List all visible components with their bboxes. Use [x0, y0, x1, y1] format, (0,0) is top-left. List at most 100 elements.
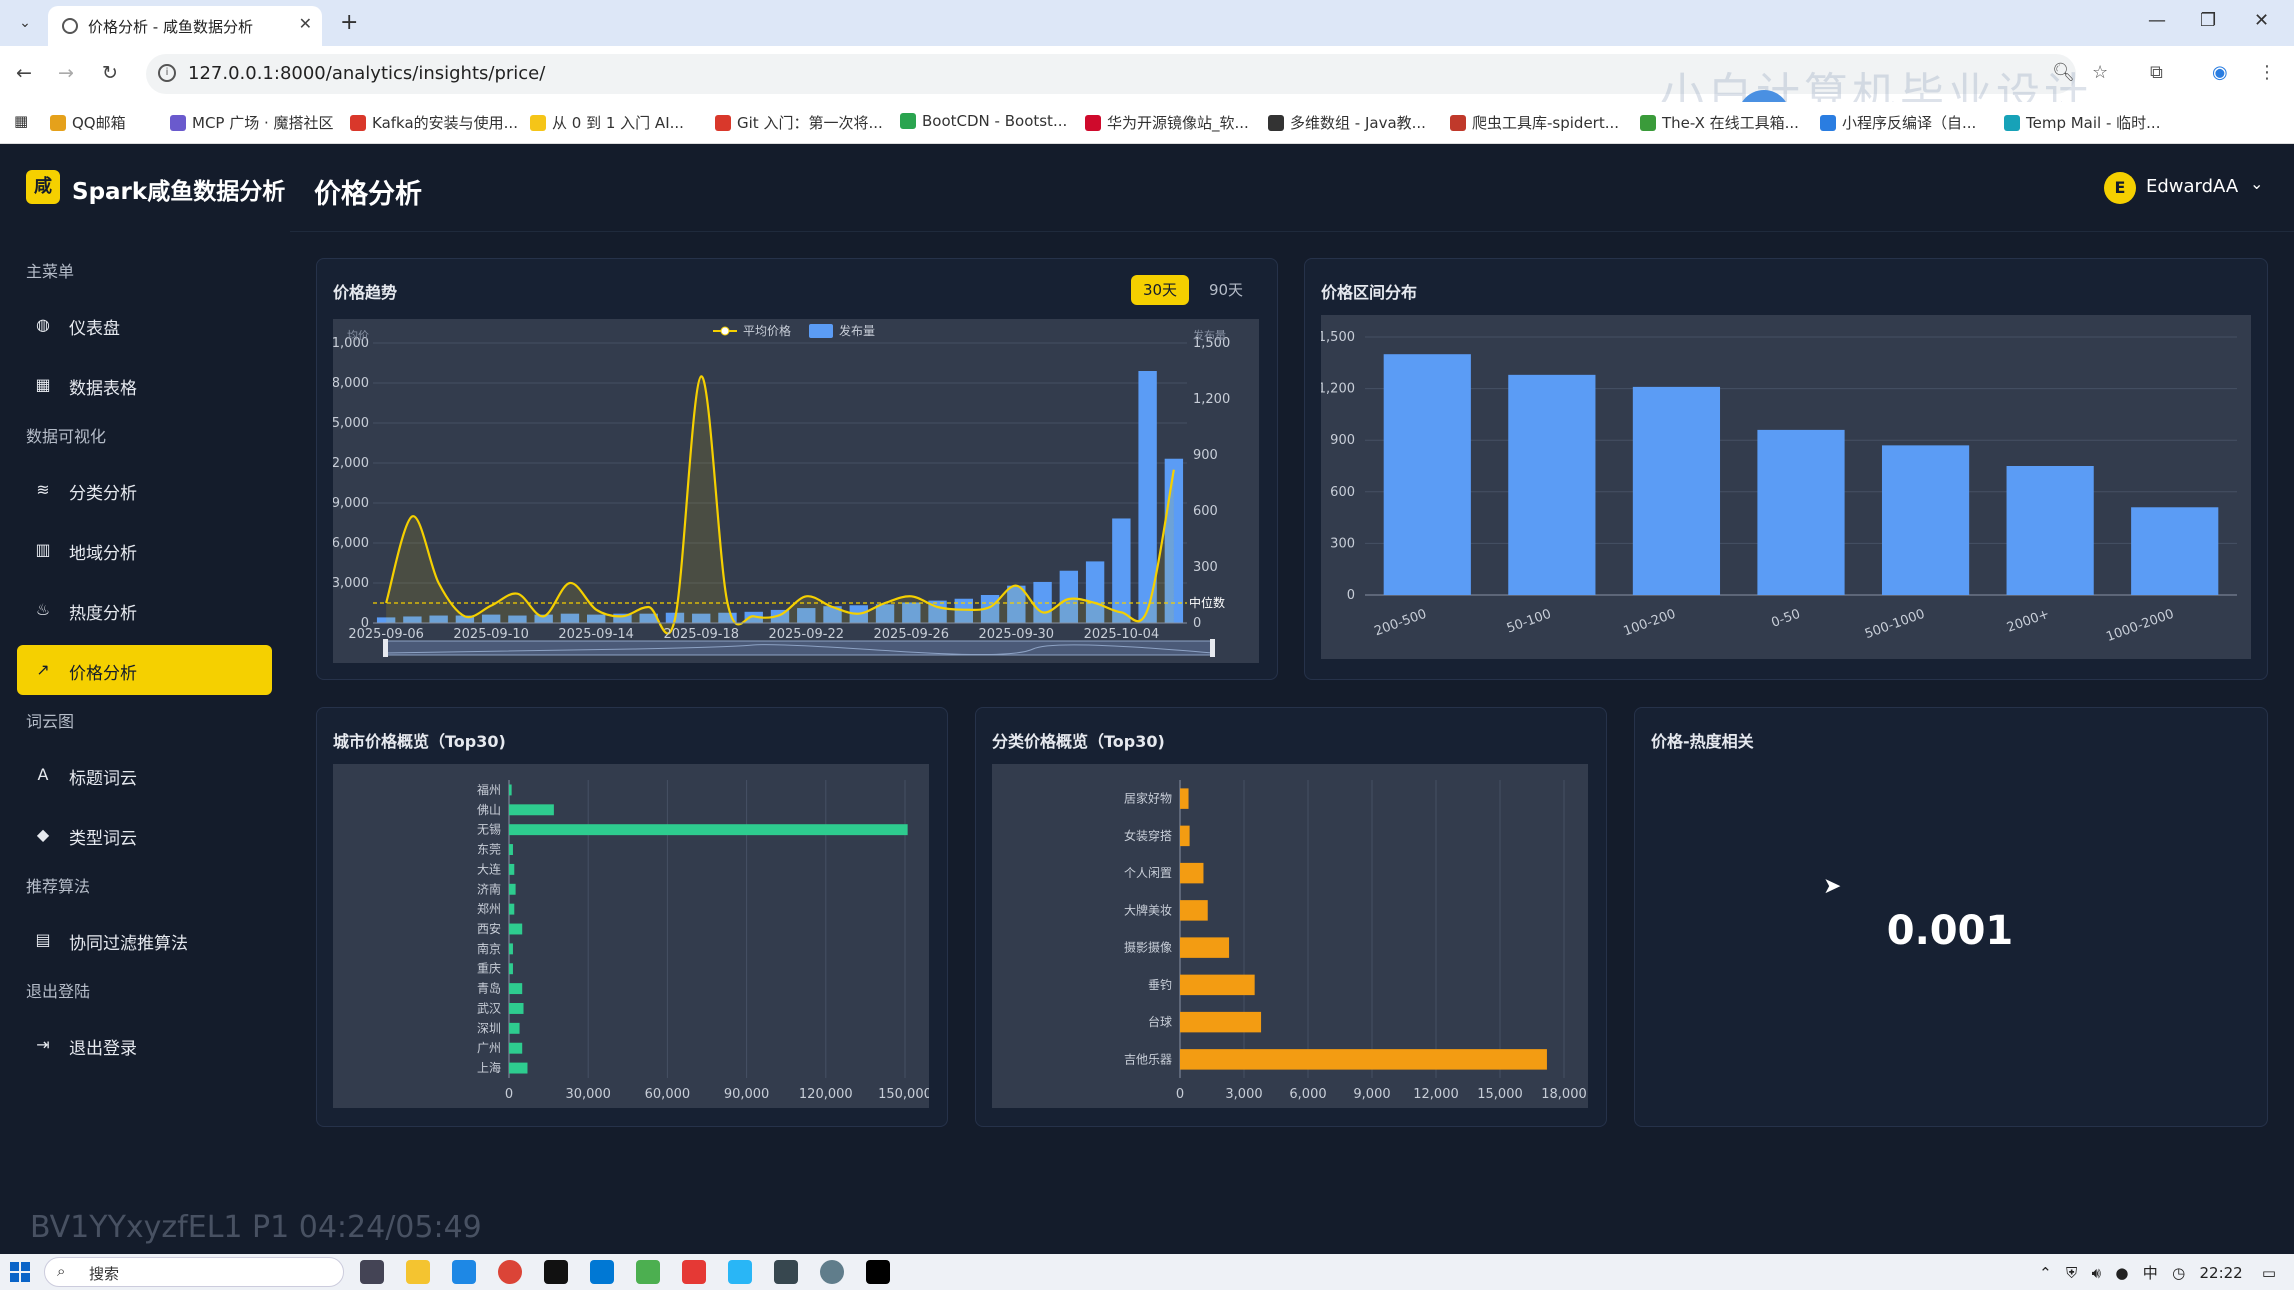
notification-icon[interactable]: ▭	[2261, 1264, 2276, 1282]
sidebar-item[interactable]: ▥ 地域分析	[17, 525, 272, 575]
task-view-icon[interactable]	[360, 1260, 384, 1284]
browser-chrome: ⌄ 价格分析 - 咸鱼数据分析 ✕ + — ❐ ✕ ← → ↻ i 127.0.…	[0, 0, 2294, 144]
avatar[interactable]: E	[2104, 172, 2136, 204]
category-price-card: 分类价格概览（Top30) 0 3,000 6,000 9,000 12,000 15,0…	[975, 707, 1607, 1127]
taskbar-search[interactable]: ⌕ 搜索	[44, 1257, 344, 1287]
table-icon: ▦	[35, 375, 51, 394]
x-tick-label: 2025-09-06	[348, 627, 424, 642]
x-tick-label: 3,000	[1225, 1087, 1262, 1102]
legend: 平均价格 发布量	[713, 323, 875, 338]
reload-icon[interactable]: ↻	[102, 62, 118, 84]
apps-icon[interactable]: ▦	[14, 112, 29, 130]
tab-list-button[interactable]: ⌄	[19, 15, 31, 31]
category-bar	[509, 863, 515, 875]
bookmark-favicon-icon	[350, 115, 366, 131]
category-bar	[1180, 1011, 1262, 1033]
bookmark-item[interactable]: Git 入门：第一次将...	[715, 112, 883, 133]
sidebar-item-label: 仪表盘	[69, 319, 120, 339]
ime-indicator[interactable]: 中	[2142, 1264, 2158, 1282]
bookmark-item[interactable]: 多维数组 - Java教...	[1268, 112, 1426, 133]
volume-icon[interactable]: 🔊︎	[2091, 1264, 2102, 1282]
edge-icon[interactable]	[452, 1260, 476, 1284]
browser-tab[interactable]: 价格分析 - 咸鱼数据分析 ✕	[48, 6, 322, 46]
sidebar-item[interactable]: ⇥ 退出登录	[17, 1020, 272, 1070]
bookmark-favicon-icon	[1085, 115, 1101, 131]
bookmark-favicon-icon	[50, 115, 66, 131]
chevron-up-icon[interactable]: ⌃	[2039, 1264, 2052, 1282]
bookmark-item[interactable]: BootCDN - Bootst...	[900, 112, 1067, 130]
clock-time[interactable]: 22:22	[2199, 1264, 2243, 1282]
extensions-icon[interactable]: ⧉	[2150, 62, 2163, 83]
app-icon[interactable]	[866, 1260, 890, 1284]
star-icon[interactable]: ☆	[2092, 62, 2109, 83]
volume-bar	[692, 613, 711, 623]
volume-bar	[1085, 561, 1105, 623]
price-trend-card: 价格趋势 30天 90天 0 3,000 6,000 9,000 12,000 15,00…	[316, 258, 1278, 680]
minimize-icon[interactable]: —	[2148, 10, 2166, 31]
volume-bar	[508, 615, 527, 623]
category-bar	[509, 943, 513, 955]
chrome-icon[interactable]	[498, 1260, 522, 1284]
sidebar-item[interactable]: ♨ 热度分析	[17, 585, 272, 635]
forward-icon[interactable]: →	[58, 62, 74, 84]
new-tab-button[interactable]: +	[340, 10, 359, 35]
profile-icon[interactable]: ◉	[2212, 62, 2228, 83]
sidebar-item[interactable]: ◍ 仪表盘	[17, 300, 272, 350]
y-tick-label: 福州	[477, 782, 501, 797]
sidebar-item[interactable]: ≋ 分类分析	[17, 465, 272, 515]
vscode-icon[interactable]	[590, 1260, 614, 1284]
bookmark-label: The-X 在线工具箱...	[1662, 114, 1799, 132]
bookmark-item[interactable]: 小程序反编译（自...	[1820, 112, 1976, 133]
range-90-button[interactable]: 90天	[1208, 281, 1244, 299]
wps-icon[interactable]	[682, 1260, 706, 1284]
bookmark-item[interactable]: QQ邮箱	[50, 112, 126, 133]
back-icon[interactable]: ←	[16, 62, 32, 84]
bookmark-item[interactable]: The-X 在线工具箱...	[1640, 112, 1799, 133]
bookmark-item[interactable]: Kafka的安装与使用...	[350, 112, 518, 133]
url-text[interactable]: 127.0.0.1:8000/analytics/insights/price/	[188, 63, 546, 84]
zoom-icon[interactable]: 🔍︎	[2052, 62, 2075, 83]
category-bar	[509, 824, 908, 836]
range-30-button[interactable]: 30天	[1131, 275, 1189, 305]
bookmark-item[interactable]: 华为开源镜像站_软...	[1085, 112, 1249, 133]
app-icon[interactable]	[728, 1260, 752, 1284]
data-zoom-slider[interactable]	[383, 639, 1215, 657]
sidebar-item[interactable]: ▦ 数据表格	[17, 360, 272, 410]
y-tick-label: 大连	[477, 861, 501, 876]
sidebar-item-label: 热度分析	[69, 604, 137, 624]
address-bar[interactable]: i 127.0.0.1:8000/analytics/insights/pric…	[146, 54, 2076, 94]
site-info-icon[interactable]: i	[158, 64, 176, 82]
bookmark-item[interactable]: MCP 广场 · 魔搭社区	[170, 112, 334, 133]
sidebar-item[interactable]: ▤ 协同过滤推算法	[17, 915, 272, 965]
bookmark-item[interactable]: Temp Mail - 临时...	[2004, 112, 2160, 133]
page-header: 价格分析 E EdwardAA ⌄	[290, 144, 2294, 232]
y-tick-label: 居家好物	[1124, 791, 1172, 806]
brand-name: Spark咸鱼数据分析	[72, 179, 286, 205]
restore-icon[interactable]: ❐	[2200, 10, 2217, 31]
category-bar	[509, 883, 516, 895]
close-icon[interactable]: ✕	[298, 14, 312, 33]
app-icon[interactable]	[820, 1260, 844, 1284]
file-explorer-icon[interactable]	[406, 1260, 430, 1284]
sidebar-item[interactable]: ◆ 类型词云	[17, 810, 272, 860]
pycharm-icon[interactable]	[544, 1260, 568, 1284]
shield-icon[interactable]: ⛨	[2066, 1264, 2078, 1282]
zoom-handle	[383, 639, 388, 657]
chevron-down-icon[interactable]: ⌄	[2250, 174, 2264, 193]
bookmark-item[interactable]: 从 0 到 1 入门 AI...	[530, 112, 684, 133]
x-tick-label: 0	[1176, 1087, 1184, 1102]
fire-icon: ♨	[35, 600, 51, 619]
system-tray: ⌃ ⛨ 🔊︎ ● 中 ◷ 22:22 ▭	[2039, 1262, 2276, 1283]
app-icon[interactable]	[636, 1260, 660, 1284]
menu-icon[interactable]: ⋮	[2258, 62, 2276, 83]
sidebar-item[interactable]: A 标题词云	[17, 750, 272, 800]
y-tick-label: 郑州	[477, 901, 501, 916]
bookmark-item[interactable]: 爬虫工具库-spidert...	[1450, 112, 1619, 133]
window-close-icon[interactable]: ✕	[2254, 10, 2270, 31]
sidebar-item-label: 价格分析	[69, 664, 137, 684]
app-icon[interactable]	[774, 1260, 798, 1284]
windows-start-icon[interactable]	[10, 1262, 30, 1282]
sidebar-item[interactable]: ↗ 价格分析	[17, 645, 272, 695]
microphone-icon[interactable]: ●	[2115, 1264, 2129, 1282]
user-name[interactable]: EdwardAA	[2146, 176, 2239, 197]
